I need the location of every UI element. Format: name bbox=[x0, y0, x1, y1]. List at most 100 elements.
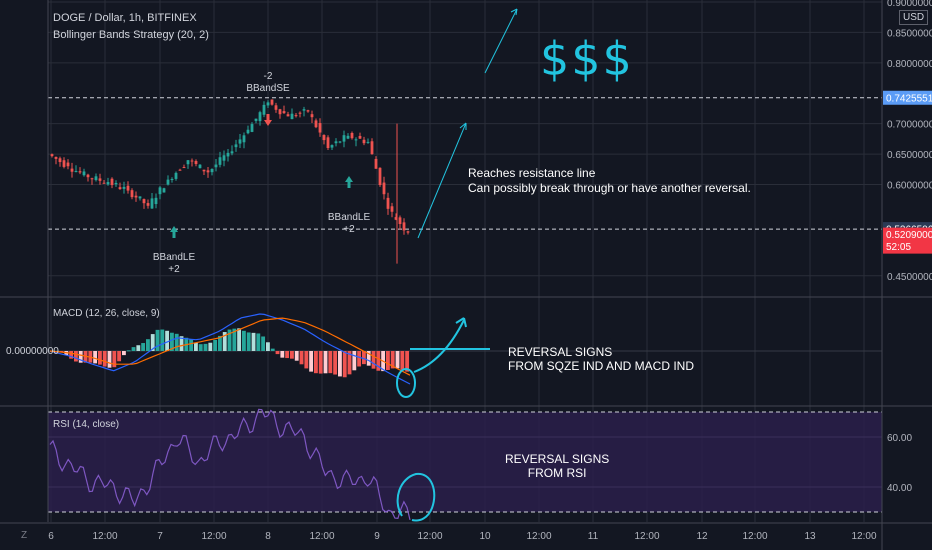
candle bbox=[338, 141, 342, 144]
candle bbox=[258, 110, 262, 126]
macd-histogram-bar bbox=[122, 351, 126, 356]
candle-body bbox=[258, 112, 262, 122]
time-label: 12:00 bbox=[634, 531, 659, 542]
candle bbox=[154, 193, 158, 209]
macd-histogram-bar bbox=[83, 351, 88, 363]
candle-body bbox=[138, 196, 142, 199]
candle bbox=[326, 135, 330, 151]
candle-body bbox=[70, 168, 74, 172]
rsi-pane[interactable] bbox=[48, 408, 882, 521]
candle bbox=[362, 136, 366, 146]
macd-histogram-bar bbox=[314, 351, 318, 374]
macd-histogram-bar bbox=[117, 351, 122, 362]
time-label: 12:00 bbox=[201, 531, 226, 542]
candle-body bbox=[134, 195, 138, 198]
candle-body bbox=[326, 137, 330, 148]
macd-histogram-bar bbox=[290, 351, 294, 359]
candle bbox=[106, 177, 110, 186]
macd-histogram-bar bbox=[371, 351, 376, 369]
macd-histogram-bar bbox=[246, 332, 251, 351]
candle-body bbox=[346, 135, 350, 139]
candle bbox=[110, 177, 114, 189]
candle-body bbox=[302, 109, 306, 111]
candle bbox=[194, 159, 198, 167]
candle-body bbox=[66, 162, 70, 167]
time-axis-z[interactable]: Z bbox=[21, 530, 28, 541]
candle-body bbox=[118, 187, 122, 190]
candle-body bbox=[74, 171, 78, 173]
rsi-band bbox=[48, 412, 882, 512]
macd-histogram-bar bbox=[203, 343, 208, 351]
signal-qty: +2 bbox=[168, 264, 180, 275]
candle-body bbox=[310, 114, 314, 118]
candle-body bbox=[182, 167, 186, 169]
macd-pane[interactable] bbox=[48, 313, 882, 385]
symbol-title[interactable]: DOGE / Dollar, 1h, BITFINEX bbox=[53, 12, 197, 24]
candle-body bbox=[186, 160, 190, 165]
macd-histogram-bar bbox=[189, 339, 194, 351]
macd-histogram-bar bbox=[141, 343, 146, 351]
candle-body bbox=[98, 178, 102, 181]
candle-body bbox=[314, 120, 318, 128]
price-tag: 0.74255517 bbox=[883, 90, 932, 105]
resistance-note: Reaches resistance line Can possibly bre… bbox=[468, 166, 751, 195]
rsi-title[interactable]: RSI (14, close) bbox=[53, 419, 120, 430]
signal-qty: -2 bbox=[264, 71, 273, 82]
time-label: 10 bbox=[479, 531, 491, 542]
macd-histogram-bar bbox=[165, 330, 170, 351]
long-arrow-icon bbox=[345, 176, 353, 188]
candle bbox=[310, 110, 314, 124]
candle bbox=[206, 167, 210, 178]
signal-line bbox=[49, 317, 411, 376]
arrow-head bbox=[510, 8, 518, 16]
candle bbox=[198, 164, 202, 169]
currency-badge[interactable]: USD bbox=[899, 10, 929, 25]
macd-histogram-bar bbox=[395, 351, 400, 369]
candle-body bbox=[350, 132, 354, 139]
arrow-head bbox=[459, 122, 467, 130]
macd-histogram-bar bbox=[237, 328, 242, 351]
time-label: 12:00 bbox=[742, 531, 767, 542]
candle-body bbox=[306, 110, 310, 112]
candle bbox=[282, 105, 286, 114]
macd-histogram-bar bbox=[405, 351, 410, 372]
time-label: 12 bbox=[696, 531, 708, 542]
candle bbox=[126, 181, 130, 194]
candle bbox=[186, 160, 190, 169]
candle-body bbox=[158, 187, 162, 195]
candle-body bbox=[262, 104, 266, 115]
candle bbox=[202, 169, 206, 175]
candle-body bbox=[50, 154, 54, 157]
price-tag-bg bbox=[883, 90, 932, 105]
candle bbox=[162, 187, 166, 193]
candle-body bbox=[334, 141, 338, 144]
candle-body bbox=[402, 222, 406, 231]
macd-title[interactable]: MACD (12, 26, close, 9) bbox=[53, 308, 160, 319]
candle bbox=[146, 199, 150, 209]
macd-histogram-bar bbox=[285, 351, 290, 359]
macd-histogram-bar bbox=[270, 348, 275, 351]
candle bbox=[62, 157, 66, 169]
candle bbox=[390, 202, 394, 218]
macd-histogram-bar bbox=[318, 351, 323, 374]
macd-histogram-bar bbox=[179, 336, 184, 351]
candle-body bbox=[110, 178, 114, 186]
time-label: 12:00 bbox=[417, 531, 442, 542]
candle bbox=[138, 196, 142, 201]
candle-body bbox=[130, 190, 134, 198]
candle bbox=[402, 218, 406, 235]
candle-body bbox=[366, 141, 370, 143]
macd-histogram-bar bbox=[160, 329, 165, 351]
candle bbox=[358, 132, 362, 139]
candle-body bbox=[154, 197, 158, 205]
macd-histogram-bar bbox=[74, 351, 78, 362]
candle-body bbox=[234, 144, 238, 148]
signal-qty: +2 bbox=[343, 224, 355, 235]
strategy-title[interactable]: Bollinger Bands Strategy (20, 2) bbox=[53, 29, 209, 41]
candle bbox=[406, 230, 410, 235]
